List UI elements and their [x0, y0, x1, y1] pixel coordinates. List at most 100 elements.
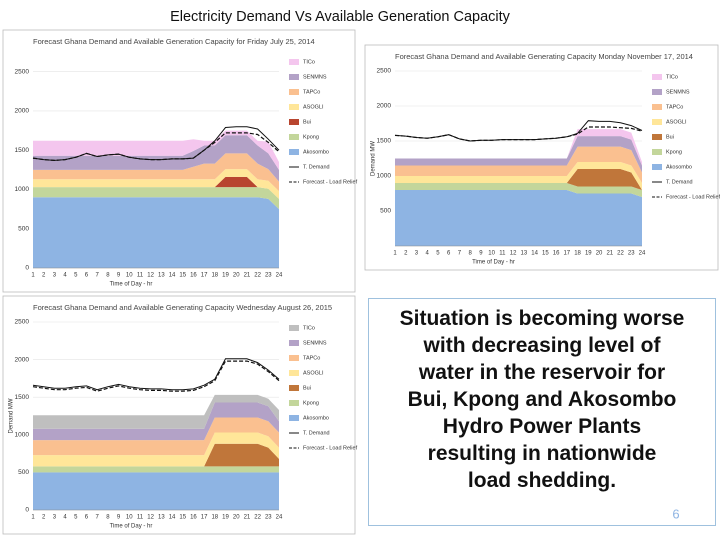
body-text-line: Bui, Kpong and Akosombo [407, 388, 677, 411]
y-tick-label: 2000 [377, 103, 392, 110]
x-tick-label: 19 [222, 515, 229, 521]
legend-label: TAPCo [303, 355, 320, 361]
x-tick-label: 14 [169, 273, 176, 279]
y-axis-label: Demand MW [9, 398, 15, 433]
x-tick-label: 5 [74, 515, 78, 521]
y-tick-label: 1500 [377, 138, 392, 145]
x-tick-label: 12 [147, 515, 154, 521]
x-tick-label: 21 [244, 515, 251, 521]
legend-label: SENMNS [666, 89, 690, 95]
chart: Forecast Ghana Demand and Available Gene… [2, 29, 358, 293]
legend-label: SENMNS [303, 340, 327, 346]
x-tick-label: 9 [117, 515, 121, 521]
y-tick-label: 2000 [15, 108, 30, 115]
x-tick-label: 1 [393, 251, 397, 257]
legend-swatch [289, 325, 299, 331]
x-tick-label: 4 [63, 273, 67, 279]
y-tick-label: 1500 [15, 147, 30, 154]
legend-swatch [289, 59, 299, 65]
x-tick-label: 14 [169, 515, 176, 521]
x-tick-label: 3 [53, 273, 57, 279]
legend-label: ASOGLI [666, 119, 687, 125]
x-tick-label: 18 [211, 515, 218, 521]
legend-swatch [289, 89, 299, 95]
legend-swatch [289, 104, 299, 110]
x-axis-label: Time of Day - hr [472, 260, 515, 266]
legend-label: TICo [303, 325, 315, 331]
area-series [395, 129, 642, 166]
x-tick-label: 11 [137, 515, 144, 521]
legend-label: T. Demand [303, 430, 330, 436]
area-series [33, 394, 279, 429]
x-tick-label: 23 [265, 273, 272, 279]
x-tick-label: 17 [201, 515, 208, 521]
x-tick-label: 24 [276, 515, 283, 521]
y-tick-label: 0 [25, 265, 29, 272]
legend-label: Forecast - Load Relief [303, 179, 358, 185]
x-tick-label: 16 [190, 515, 197, 521]
x-tick-label: 2 [42, 273, 46, 279]
x-tick-label: 9 [479, 251, 483, 257]
area-series [33, 443, 279, 467]
area-series [33, 432, 279, 467]
x-tick-label: 18 [211, 273, 218, 279]
area-series [395, 190, 642, 246]
legend-swatch [289, 385, 299, 391]
x-tick-label: 21 [606, 251, 613, 257]
x-tick-label: 6 [85, 273, 89, 279]
x-tick-label: 20 [233, 515, 240, 521]
x-tick-label: 20 [596, 251, 603, 257]
legend-label: Akosombo [303, 415, 329, 421]
x-tick-label: 13 [521, 251, 528, 257]
x-tick-label: 15 [179, 273, 186, 279]
area-series [33, 187, 279, 210]
x-tick-label: 5 [436, 251, 440, 257]
slide-title: Electricity Demand Vs Available Generati… [170, 9, 511, 25]
legend-swatch [289, 415, 299, 421]
x-tick-label: 8 [469, 251, 473, 257]
y-tick-label: 1000 [377, 173, 392, 180]
legend-label: Bui [303, 119, 311, 125]
legend-swatch [289, 340, 299, 346]
body-text-line: resulting in nationwide [427, 442, 657, 465]
x-tick-label: 24 [639, 251, 646, 257]
legend-swatch [289, 149, 299, 155]
legend-label: T. Demand [303, 164, 330, 170]
x-tick-label: 17 [563, 251, 570, 257]
x-tick-label: 7 [458, 251, 462, 257]
x-tick-label: 15 [179, 515, 186, 521]
y-tick-label: 2000 [15, 356, 30, 363]
x-tick-label: 17 [201, 273, 208, 279]
area-series [33, 135, 279, 182]
area-series [33, 417, 279, 456]
legend-label: ASOGLI [303, 370, 324, 376]
legend-label: Kpong [666, 149, 682, 155]
legend-label: Akosombo [303, 149, 329, 155]
x-tick-label: 7 [96, 515, 100, 521]
x-tick-label: 19 [585, 251, 592, 257]
chart: Forecast Ghana Demand and Available Gene… [364, 44, 720, 271]
x-tick-label: 12 [147, 273, 154, 279]
body-text-line: Hydro Power Plants [442, 415, 642, 438]
body-text-line: Situation is becoming worse [399, 307, 685, 330]
y-tick-label: 500 [18, 469, 29, 476]
x-tick-label: 10 [126, 515, 133, 521]
y-tick-label: 2500 [15, 319, 30, 326]
x-axis-label: Time of Day - hr [110, 282, 153, 288]
x-tick-label: 10 [488, 251, 495, 257]
x-tick-label: 13 [158, 515, 165, 521]
x-tick-label: 22 [254, 515, 261, 521]
x-tick-label: 12 [510, 251, 517, 257]
area-series [395, 169, 642, 190]
body-text-line: water in the reservoir for [418, 361, 666, 384]
x-tick-label: 18 [574, 251, 581, 257]
area-series [395, 136, 642, 173]
x-tick-label: 4 [426, 251, 430, 257]
line-series [32, 132, 280, 162]
x-tick-label: 16 [190, 273, 197, 279]
x-tick-label: 5 [74, 273, 78, 279]
legend-swatch [652, 149, 662, 155]
area-series [33, 153, 279, 192]
